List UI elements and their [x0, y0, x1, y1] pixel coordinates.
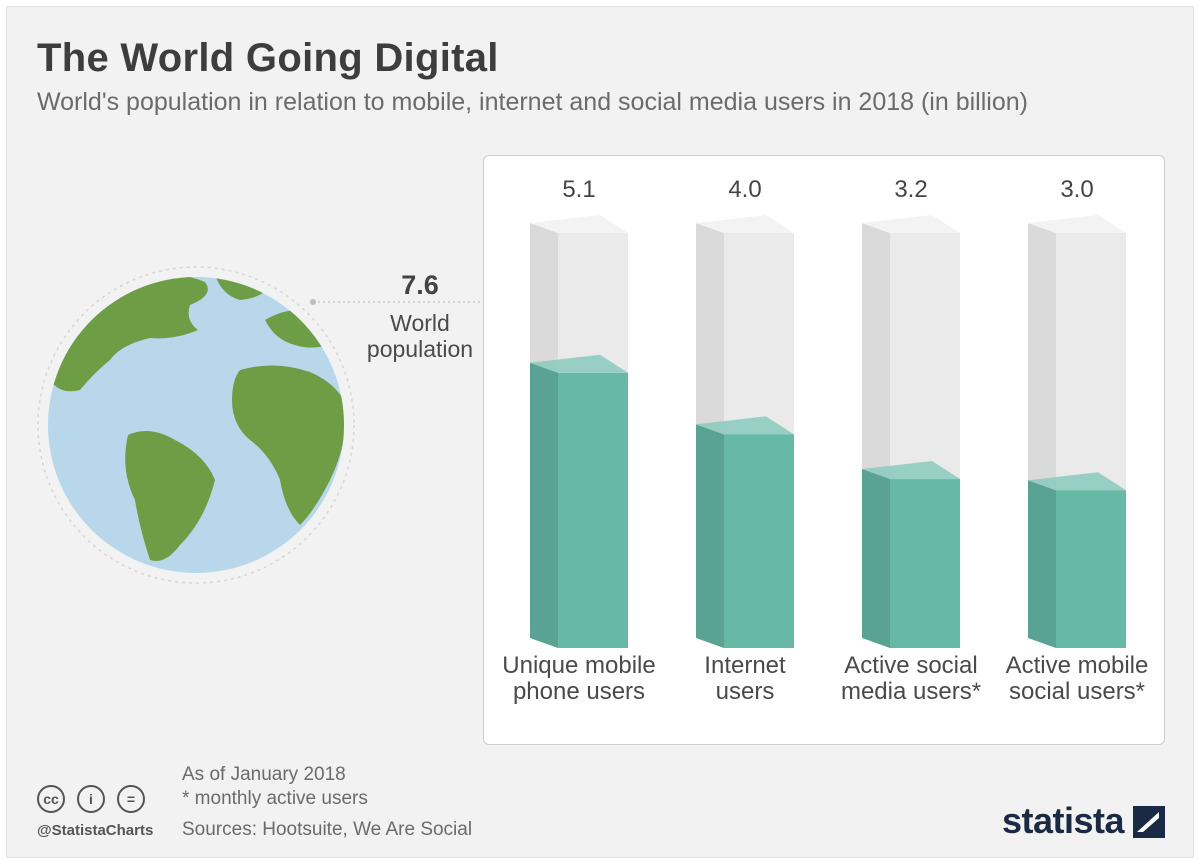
bar-value-label: 3.2	[894, 176, 928, 203]
category-label-line: Unique mobile	[502, 652, 656, 679]
bar-fill-side	[530, 362, 558, 648]
cc-icon[interactable]: cc	[37, 785, 65, 813]
statista-handle[interactable]: @StatistaCharts	[37, 822, 154, 839]
statista-logo-icon[interactable]	[1133, 806, 1165, 838]
note-footnote: * monthly active users	[182, 788, 368, 809]
bar-empty-front	[1056, 233, 1126, 491]
bar-fill-top	[696, 416, 794, 435]
category-label-line: Active social	[844, 652, 978, 679]
bar-empty-side	[862, 223, 890, 480]
noderivs-icon[interactable]: =	[117, 785, 145, 813]
world-label-line1: World	[390, 310, 450, 336]
bars-group	[530, 215, 1126, 648]
bar-empty-side	[530, 223, 558, 373]
bar-empty-top	[1028, 215, 1126, 233]
bar-fill-front	[558, 372, 628, 648]
category-label-line: Active mobile	[1005, 652, 1149, 679]
category-label-line: media users*	[840, 678, 982, 705]
note-as-of: As of January 2018	[182, 764, 346, 785]
bar-fill-top	[1028, 472, 1126, 491]
bar-empty-top	[862, 215, 960, 233]
world-population-label: World population	[340, 310, 500, 362]
world-label-line2: population	[366, 336, 474, 362]
chart-subtitle: World's population in relation to mobile…	[37, 88, 1028, 116]
bar-3	[862, 215, 960, 648]
statista-logo-text[interactable]: statista	[1002, 800, 1125, 841]
bar-empty-front	[724, 233, 794, 435]
chart-title: The World Going Digital	[37, 36, 499, 80]
bar-category-label: Active social media users*	[821, 653, 1001, 705]
attribution-icon[interactable]: i	[77, 785, 105, 813]
bar-value-label: 5.1	[562, 176, 596, 203]
world-population-value: 7.6	[401, 270, 439, 300]
bar-fill-front	[890, 479, 960, 648]
category-label-line: social users*	[1008, 678, 1146, 705]
bar-fill-side	[862, 469, 890, 648]
category-label-line: Internet	[704, 652, 786, 679]
bar-empty-top	[696, 215, 794, 233]
bar-category-label: Internet users	[655, 653, 835, 705]
category-label-line: users	[715, 678, 775, 705]
bar-empty-front	[558, 233, 628, 373]
bar-fill-side	[696, 424, 724, 648]
category-label-line: phone users	[512, 678, 646, 705]
bar-fill-top	[530, 354, 628, 373]
bar-empty-top	[530, 215, 628, 233]
globe-outline-ring	[37, 266, 355, 584]
bar-value-label: 3.0	[1060, 176, 1094, 203]
bar-empty-front	[890, 233, 960, 480]
globe-ocean	[48, 277, 344, 573]
bar-value-label: 4.0	[728, 176, 762, 203]
bar-fill-top	[862, 461, 960, 480]
bar-4	[1028, 215, 1126, 648]
note-sources: Sources: Hootsuite, We Are Social	[182, 819, 473, 840]
world-connector-dot	[310, 299, 316, 305]
bar-empty-side	[1028, 223, 1056, 491]
bar-category-label: Active mobile social users*	[987, 653, 1167, 705]
bar-fill-side	[1028, 480, 1056, 648]
bar-fill-front	[724, 434, 794, 648]
bar-2	[696, 215, 794, 648]
bar-fill-front	[1056, 490, 1126, 648]
bar-1	[530, 215, 628, 648]
bar-category-label: Unique mobile phone users	[489, 653, 669, 705]
bar-empty-side	[696, 223, 724, 435]
